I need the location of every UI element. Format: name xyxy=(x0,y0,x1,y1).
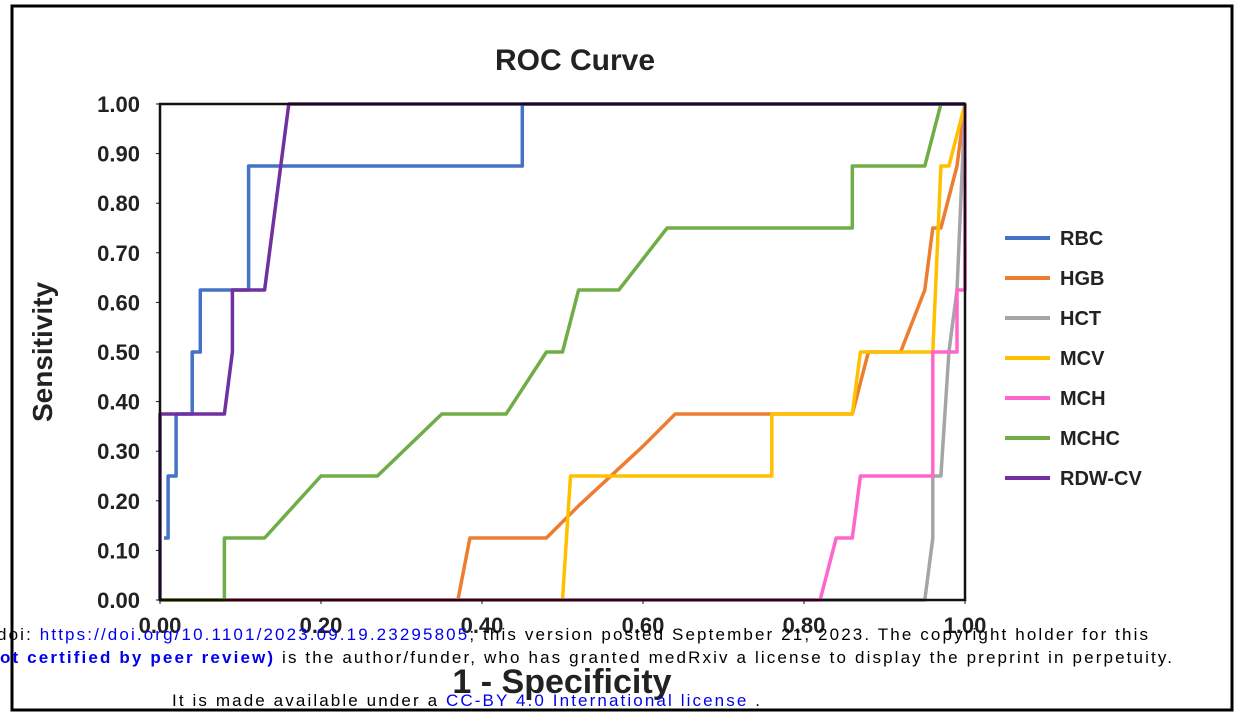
x-axis-label: 1 - Specificity xyxy=(452,663,671,701)
legend-label: MCV xyxy=(1060,348,1105,370)
chart-title: ROC Curve xyxy=(495,44,655,77)
y-tick-label: 0.20 xyxy=(97,489,140,514)
x-tick-label: 0.60 xyxy=(622,613,665,638)
series-line xyxy=(160,102,965,602)
x-tick-label: 1.00 xyxy=(944,613,987,638)
y-tick-label: 0.80 xyxy=(97,191,140,216)
y-tick-label: 1.00 xyxy=(97,92,140,117)
notice-text: It is made available under a xyxy=(172,691,444,710)
y-tick-label: 0.30 xyxy=(97,439,140,464)
y-tick-label: 0.90 xyxy=(97,142,140,167)
y-tick-label: 0.40 xyxy=(97,390,140,415)
series-line xyxy=(160,104,967,602)
legend-label: MCHC xyxy=(1060,428,1120,450)
notice-emphasis: ot certified by peer review) xyxy=(0,648,273,667)
y-tick-label: 0.60 xyxy=(97,290,140,315)
legend-label: RBC xyxy=(1060,228,1103,250)
series-line xyxy=(160,103,967,602)
series-line xyxy=(158,102,965,600)
notice-line: ot certified by peer review) is the auth… xyxy=(0,648,1172,667)
series-line xyxy=(164,102,965,540)
y-tick-label: 0.10 xyxy=(97,538,140,563)
notice-text: doi: xyxy=(0,625,31,644)
x-tick-label: 0.40 xyxy=(461,613,504,638)
x-tick-label: 0.80 xyxy=(783,613,826,638)
preprint-notice: doi: https://doi.org/10.1101/2023.09.19.… xyxy=(0,625,1172,710)
y-tick-label: 0.00 xyxy=(97,588,140,613)
plot-area xyxy=(158,102,967,602)
x-tick-label: 0.20 xyxy=(300,613,343,638)
doi-link[interactable]: https://doi.org/10.1101/2023.09.19.23295… xyxy=(40,625,467,644)
legend-label: HGB xyxy=(1060,268,1104,290)
legend-label: MCH xyxy=(1060,388,1106,410)
notice-text: is the author/funder, who has granted me… xyxy=(275,648,1172,667)
y-tick-label: 0.70 xyxy=(97,241,140,266)
y-axis-label: Sensitivity xyxy=(27,282,58,422)
notice-line: doi: https://doi.org/10.1101/2023.09.19.… xyxy=(0,625,1148,644)
legend-label: RDW-CV xyxy=(1060,468,1142,490)
y-tick-label: 0.50 xyxy=(97,340,140,365)
notice-text: ; this version posted September 21, 2023… xyxy=(469,625,1148,644)
legend-label: HCT xyxy=(1060,308,1101,330)
x-tick-label: 0.00 xyxy=(139,613,182,638)
